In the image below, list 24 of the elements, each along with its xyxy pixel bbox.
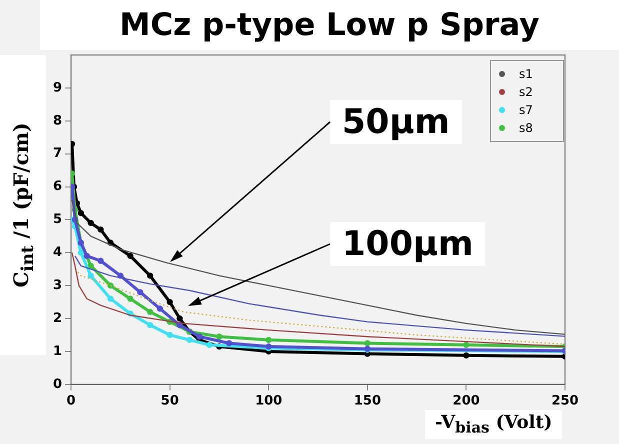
x-axis-title: -V$_{bias}$ (Volt) [425,410,562,439]
x-tick-label: 0 [66,394,76,409]
y-tick-label: 6 [53,179,62,194]
y-tick-label: 4 [53,245,62,260]
legend-label: s1 [519,67,533,81]
y-tick-label: 0 [53,376,62,392]
x-tick-label: 200 [452,394,480,409]
x-tick-label: 100 [255,394,282,409]
annotation: 50µm [330,100,462,144]
x-tick-label: 250 [551,394,579,409]
legend-label: s2 [519,85,533,99]
chart-title: MCz p-type Low p Spray [40,0,619,50]
y-tick-label: 7 [53,146,62,162]
y-tick-label: 5 [53,212,62,228]
x-tick-label: 50 [160,394,179,409]
legend-label: s7 [519,103,533,117]
y-tick-label: 2 [53,310,62,326]
y-tick-label: 1 [53,344,62,359]
y-tick-label: 3 [53,278,62,293]
y-tick-label: 8 [53,113,62,128]
annotation: 100µm [330,222,486,266]
legend-label: s8 [519,121,533,135]
x-tick-label: 150 [354,394,381,409]
y-tick-label: 9 [53,80,62,96]
